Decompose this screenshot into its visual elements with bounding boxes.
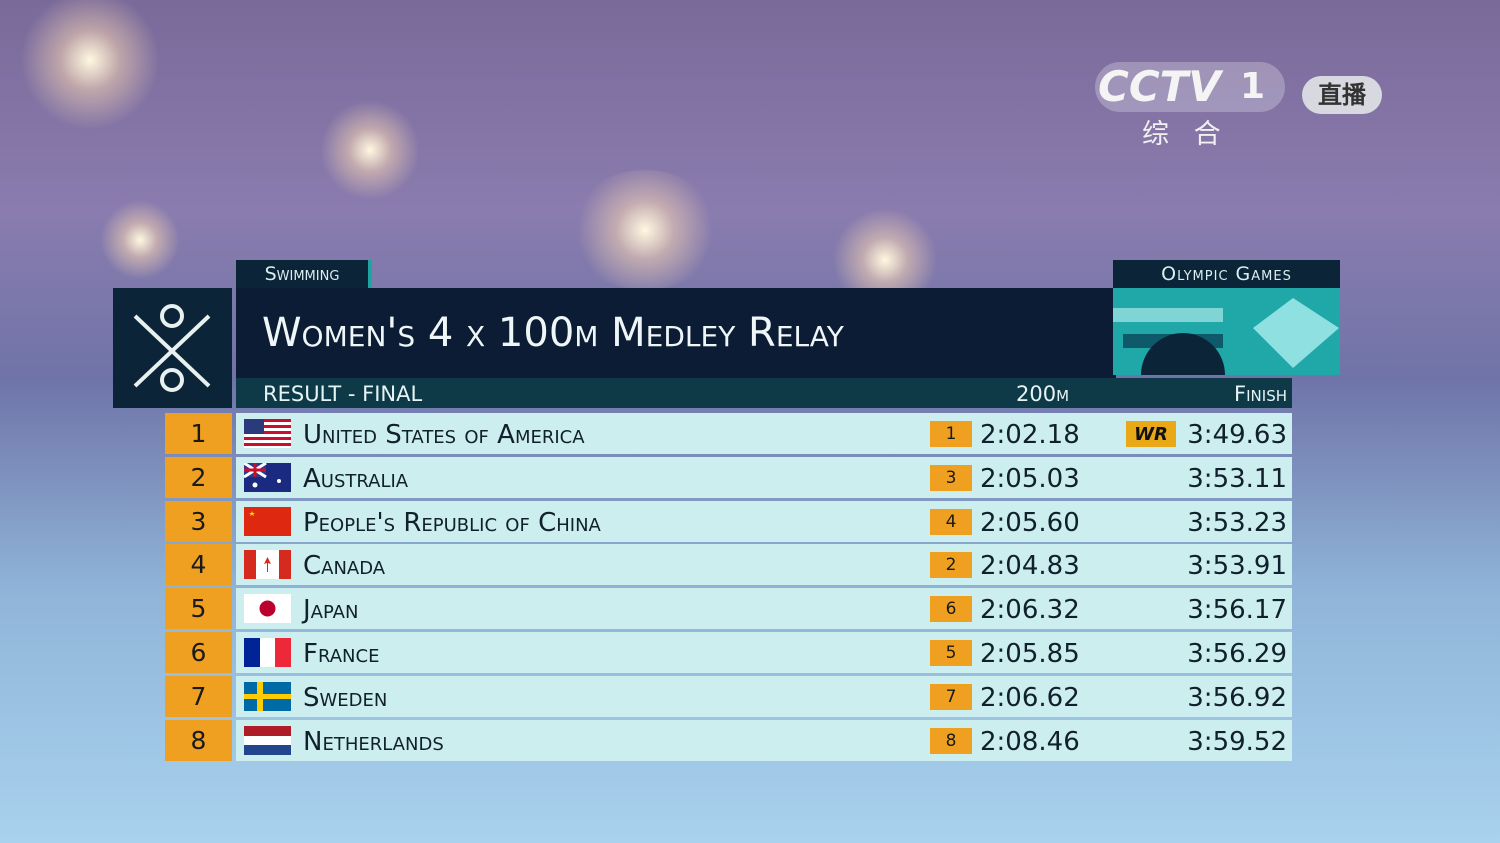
sport-pictogram (113, 288, 232, 408)
split-header: 200m (1016, 382, 1070, 406)
country: Sweden (303, 682, 388, 713)
finish-time: 3:49.63 (1187, 420, 1287, 450)
rank: 7 (165, 675, 232, 717)
rank: 3 (165, 500, 232, 542)
rank: 2 (165, 456, 232, 498)
row-body: Netherlands 8 2:08.46 3:59.52 (236, 719, 1292, 761)
rank: 6 (165, 632, 232, 673)
channel-badge (1095, 62, 1285, 112)
light (20, 0, 160, 130)
games-pattern (1113, 298, 1339, 375)
rank: 4 (165, 544, 232, 586)
finish-time: 3:56.17 (1187, 595, 1287, 626)
split-rank: 7 (930, 683, 972, 710)
split-time: 2:05.03 (980, 463, 1080, 494)
row-body: Sweden 7 2:06.62 3:56.92 (236, 675, 1292, 717)
split-time: 2:06.62 (980, 682, 1080, 713)
split-time: 2:05.60 (980, 507, 1080, 538)
sub-header: RESULT - FINAL 200m Finish (236, 378, 1292, 408)
channel-subtitle: 综 合 (1142, 119, 1229, 150)
result-row: 1 United States of America 1 2:02.18 WR 3:49.… (165, 413, 1292, 454)
result-row: 8 Netherlands 8 2:08.46 3:59.52 (165, 719, 1292, 761)
channel-number: 1 (1240, 66, 1266, 107)
flag (244, 419, 291, 448)
light (570, 170, 720, 290)
split-time: 2:02.18 (980, 420, 1080, 450)
country: People's Republic of China (303, 507, 601, 538)
rank: 5 (165, 588, 232, 630)
finish-time: 3:56.29 (1187, 639, 1287, 669)
flag (244, 550, 291, 580)
result-row: 5 Japan 6 2:06.32 3:56.17 (165, 588, 1292, 630)
finish-time: 3:53.23 (1187, 507, 1287, 538)
flag (244, 506, 291, 536)
split-rank: 1 (930, 421, 972, 447)
channel-logo: CCTV (1098, 62, 1221, 111)
flag (244, 725, 291, 755)
split-time: 2:05.85 (980, 639, 1080, 669)
country: United States of America (303, 420, 585, 450)
split-rank: 3 (930, 464, 972, 491)
flag (244, 638, 291, 667)
row-body: Australia 3 2:05.03 3:53.11 (236, 456, 1292, 498)
result-row: 4 Canada 2 2:04.83 3:53.91 (165, 544, 1292, 586)
result-row: 7 Sweden 7 2:06.62 3:56.92 (165, 675, 1292, 717)
finish-time: 3:59.52 (1187, 726, 1287, 757)
split-rank: 6 (930, 596, 972, 623)
title-bar (236, 288, 1116, 378)
country: France (303, 639, 380, 669)
split-rank: 2 (930, 552, 972, 579)
row-body: Japan 6 2:06.32 3:56.17 (236, 588, 1292, 630)
split-time: 2:08.46 (980, 726, 1080, 757)
result-row: 3 People's Republic of China 4 2:05.60 3:53.… (165, 500, 1292, 542)
finish-time: 3:53.91 (1187, 551, 1287, 582)
finish-time: 3:53.11 (1187, 463, 1287, 494)
country: Australia (303, 463, 409, 494)
split-rank: 5 (930, 640, 972, 666)
country: Japan (303, 595, 359, 626)
rank: 1 (165, 413, 232, 454)
split-rank: 8 (930, 727, 972, 754)
row-body: France 5 2:05.85 3:56.29 (236, 632, 1292, 673)
flag (244, 462, 291, 492)
phase: RESULT - FINAL (263, 382, 423, 406)
live-badge: 直播 (1302, 76, 1382, 114)
rank: 8 (165, 719, 232, 761)
result-row: 2 Australia 3 2:05.03 3:53.11 (165, 456, 1292, 498)
finish-header: Finish (1234, 382, 1287, 406)
country: Canada (303, 551, 386, 582)
row-body: Canada 2 2:04.83 3:53.91 (236, 544, 1292, 586)
finish-time: 3:56.92 (1187, 682, 1287, 713)
games-label: Olympic Games (1113, 260, 1340, 288)
sport-tab: Swimming (236, 260, 372, 288)
light (320, 100, 420, 200)
games-box: Olympic Games (1113, 260, 1340, 375)
event-title: Women's 4 x 100m Medley Relay (262, 310, 844, 356)
split-rank: 4 (930, 508, 972, 535)
flag (244, 594, 291, 624)
row-body: United States of America 1 2:02.18 WR 3:49.6… (236, 413, 1292, 454)
country: Netherlands (303, 726, 444, 757)
pictogram-icon (133, 304, 211, 392)
result-row: 6 France 5 2:05.85 3:56.29 (165, 632, 1292, 673)
split-time: 2:06.32 (980, 595, 1080, 626)
record-badge: WR (1126, 421, 1176, 447)
flag (244, 681, 291, 711)
row-body: People's Republic of China 4 2:05.60 3:53.2… (236, 500, 1292, 542)
light (100, 200, 180, 280)
split-time: 2:04.83 (980, 551, 1080, 582)
